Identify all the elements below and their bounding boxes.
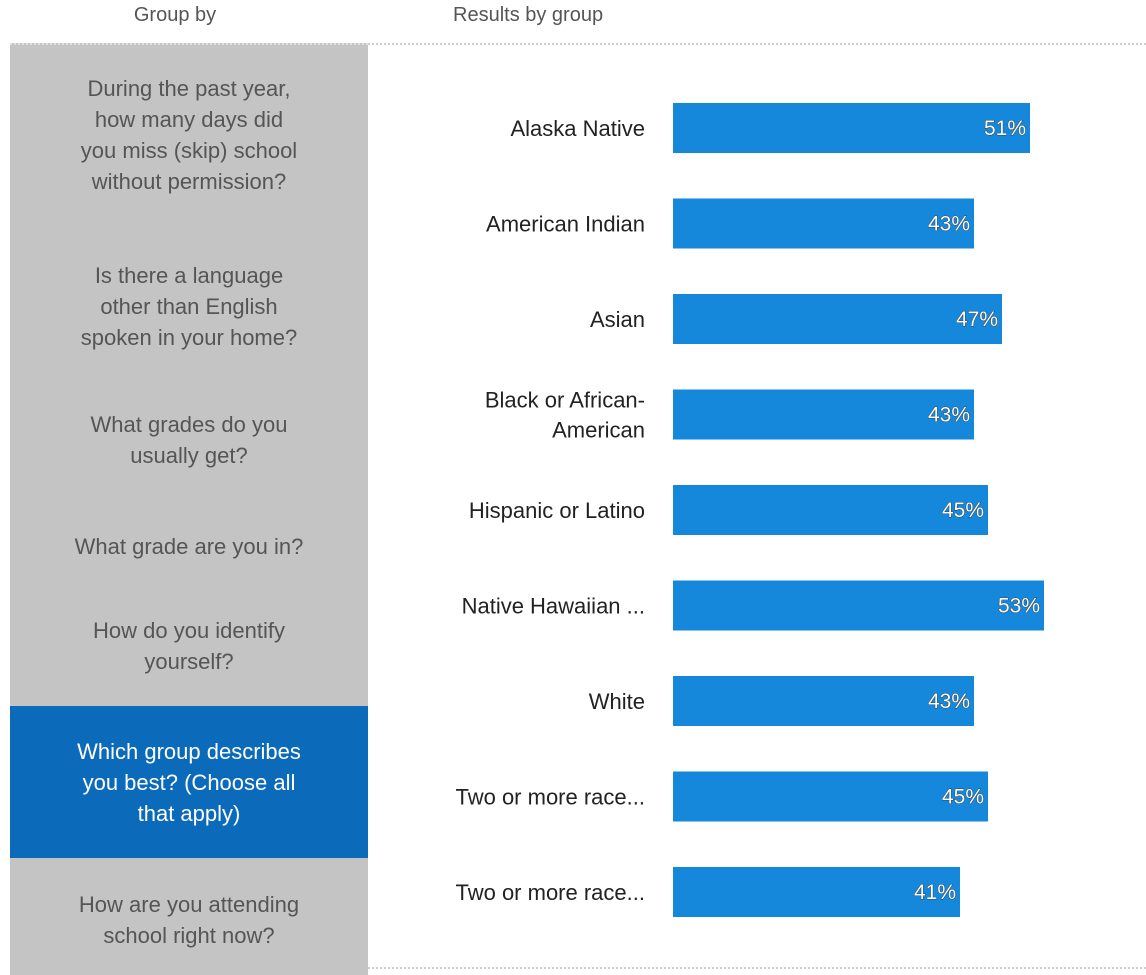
sidebar-item-6[interactable]: Which group describes you best? (Choose a…: [10, 706, 368, 858]
sidebar-item-3[interactable]: What grades do you usually get?: [10, 400, 368, 480]
bar-3[interactable]: [673, 294, 1002, 344]
bottom-divider: [368, 967, 1146, 969]
bar-value-label: 53%: [998, 595, 1040, 618]
sidebar-item-label: What grades do you usually get?: [90, 412, 288, 468]
bar-7[interactable]: [673, 676, 974, 726]
category-label: White: [589, 689, 645, 714]
bar-6[interactable]: [673, 580, 1044, 631]
bar-value-label: 43%: [928, 690, 970, 713]
sidebar-item-label: Which group describes you best? (Choose a…: [77, 738, 301, 826]
bar-value-label: 45%: [942, 499, 984, 522]
bar-value-label: 51%: [984, 117, 1026, 140]
bar-2[interactable]: [673, 198, 974, 249]
sidebar-item-5[interactable]: How do you identify yourself?: [10, 610, 368, 682]
results-bar-chart: 51% Alaska Native 43% American Indian 47% Asi…: [455, 103, 1044, 917]
sidebar-item-label: What grade are you in?: [74, 533, 304, 559]
bar-value-label: 43%: [928, 213, 970, 236]
group-by-heading: Group by: [133, 4, 217, 26]
bar-4[interactable]: [673, 389, 974, 440]
category-label: Asian: [590, 307, 645, 332]
bar-1[interactable]: [673, 103, 1030, 153]
top-divider: [368, 43, 1146, 45]
sidebar-item-4[interactable]: What grade are you in?: [10, 525, 368, 567]
bar-value-label: 41%: [914, 881, 956, 904]
category-label: Hispanic or Latino: [469, 498, 645, 523]
category-label: Two or more race...: [455, 785, 645, 810]
category-label: Native Hawaiian ...: [462, 594, 645, 619]
bar-value-label: 45%: [942, 786, 984, 809]
bar-9[interactable]: [673, 867, 960, 917]
sidebar-item-label: How do you identify yourself?: [93, 618, 285, 674]
results-by-group-heading: Results by group: [453, 4, 604, 26]
sidebar-item-2[interactable]: Is there a language other than English spo…: [10, 252, 368, 360]
category-label: Alaska Native: [510, 116, 645, 141]
bar-8[interactable]: [673, 771, 988, 822]
sidebar-item-1[interactable]: During the past year, how many days did yo…: [10, 70, 368, 200]
category-label: Two or more race...: [455, 880, 645, 905]
category-label: American Indian: [486, 212, 645, 237]
category-label: Black or African-American: [485, 388, 645, 443]
bar-5[interactable]: [673, 485, 988, 535]
sidebar-item-label: How are you attending school right now?: [78, 892, 300, 948]
bar-value-label: 47%: [956, 308, 998, 331]
bar-value-label: 43%: [928, 404, 970, 427]
sidebar-item-7[interactable]: How are you attending school right now?: [10, 880, 368, 960]
sidebar-item-label: Is there a language other than English spo…: [80, 262, 298, 350]
sidebar-item-label: During the past year, how many days did yo…: [80, 76, 298, 194]
